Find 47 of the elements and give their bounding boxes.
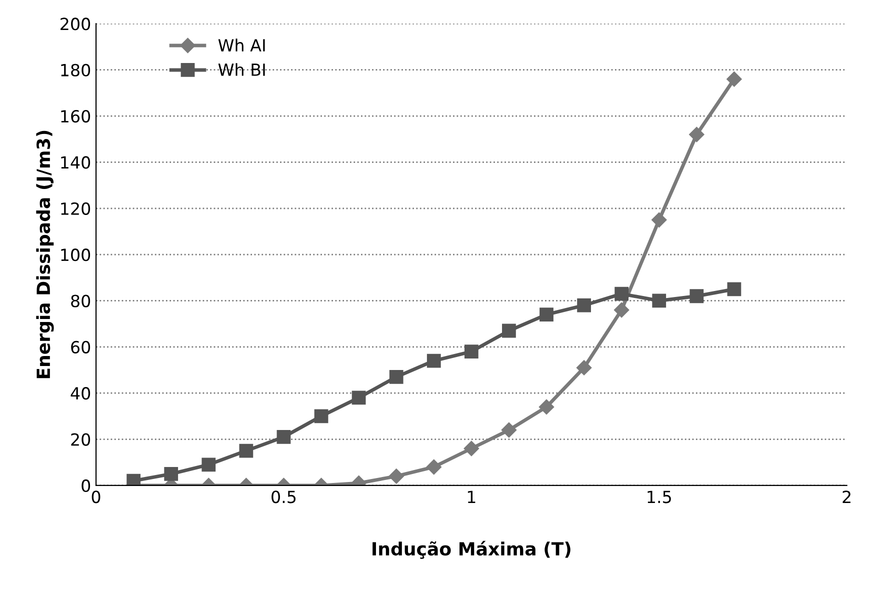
point <box>501 422 517 438</box>
point <box>726 72 742 87</box>
y-tick-label: 40 <box>70 387 90 400</box>
y-tick-label: 200 <box>60 18 90 30</box>
point <box>614 302 630 318</box>
point <box>689 126 704 142</box>
y-tick-label: 60 <box>71 340 90 354</box>
y-tick-label: 80 <box>71 294 90 308</box>
x-tick-label: 1 <box>468 490 476 503</box>
point <box>538 399 554 415</box>
point <box>314 409 328 424</box>
point <box>614 286 629 301</box>
legend-label: Wh BI <box>218 63 265 76</box>
point <box>276 430 291 444</box>
y-tick-label: 140 <box>61 156 90 169</box>
x-tick-label: 1.5 <box>648 490 671 504</box>
point <box>690 289 704 304</box>
x-tick-label: 0.5 <box>272 490 296 504</box>
point <box>464 440 479 456</box>
point <box>576 360 592 376</box>
point <box>426 354 441 368</box>
point <box>577 298 591 312</box>
point <box>126 474 141 486</box>
y-tick-label: 20 <box>71 433 90 446</box>
y-tick-label: 0 <box>82 479 90 492</box>
point <box>352 390 366 405</box>
x-axis-title: Indução Máxima (T) <box>372 540 570 559</box>
y-axis-title: Energia Dissipada (J/m3) <box>36 130 54 378</box>
point <box>727 282 742 296</box>
legend-label: Wh AI <box>218 38 265 52</box>
y-tick-label: 160 <box>61 110 90 123</box>
point <box>464 344 478 358</box>
point <box>652 294 666 308</box>
point <box>164 466 178 481</box>
point <box>652 212 667 228</box>
y-tick-label: 100 <box>61 248 90 262</box>
point <box>502 324 516 338</box>
y-tick-label: 180 <box>61 64 90 76</box>
point <box>202 458 216 472</box>
point <box>239 444 254 458</box>
point <box>540 308 554 322</box>
x-tick-label: 0 <box>92 490 100 504</box>
point <box>388 468 404 484</box>
point <box>426 459 442 475</box>
y-tick-label: 120 <box>61 202 90 215</box>
point <box>389 370 404 384</box>
x-tick-label: 2 <box>842 490 850 503</box>
